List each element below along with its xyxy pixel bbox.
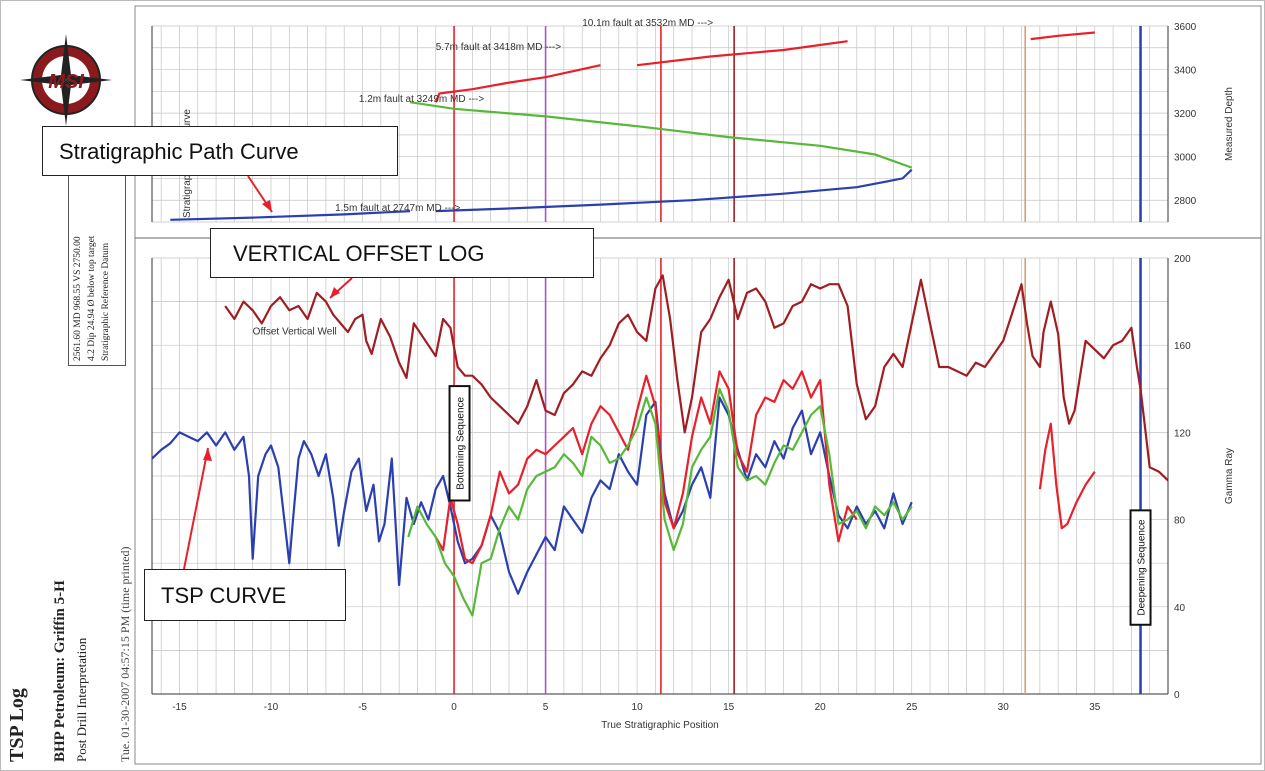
gamma-x-tick-label: -10 [264, 702, 279, 713]
callout-stratigraphic-path-curve: Stratigraphic Path Curve [42, 126, 398, 176]
gamma-x-tick-label: 30 [998, 702, 1010, 713]
fault-annotation: 1.5m fault at 2747m MD ---> [335, 203, 460, 214]
gamma-x-tick-label: 15 [723, 702, 735, 713]
sequence-label: Deepening Sequence [1129, 509, 1152, 626]
path-y-tick-label: 3400 [1174, 66, 1197, 77]
fault-annotation: 1.2m fault at 3249m MD ---> [359, 94, 484, 105]
callout-tsp-curve: TSP CURVE [144, 569, 346, 621]
gamma-x-axis-label: True Stratigraphic Position [601, 720, 718, 731]
gamma-x-tick-label: 35 [1089, 702, 1101, 713]
info-line-3: Stratigraphic Reference Datum [101, 242, 111, 361]
company-line: BHP Petroleum: Griffin 5-H [52, 580, 68, 762]
gamma-series-red [434, 370, 858, 565]
path-series-red [1030, 31, 1095, 41]
sequence-label-box [1129, 509, 1152, 626]
arrow-head [262, 200, 272, 212]
gamma-y-axis-label: Gamma Ray [1224, 448, 1235, 504]
gamma-series-red [1038, 422, 1096, 530]
sequence-label-text: Bottoming Sequence [456, 396, 467, 489]
gamma-series-green [407, 387, 913, 617]
sequence-label-box [448, 385, 471, 502]
gamma-panel: 0 40 80 120 160 200 -15 -10 -5 0 5 10 15 20 25 30 35 True… [151, 254, 1235, 731]
path-y-axis-label: Measured Depth [1224, 87, 1235, 161]
fault-annotation: 10.1m fault at 3532m MD ---> [582, 18, 713, 29]
callout-arrows [183, 175, 353, 570]
info-line-2: 4.2 Dip 24.94 Ø below top target [87, 235, 97, 361]
gamma-y-tick-label: 160 [1174, 341, 1191, 352]
sequence-label-text: Deepening Sequence [1137, 519, 1148, 616]
arrow-head [203, 448, 212, 461]
path-series-green [409, 101, 913, 169]
arrow-head [330, 287, 340, 298]
path-series-red [434, 64, 601, 103]
fault-annotation: 5.7m fault at 3418m MD ---> [436, 42, 561, 53]
reference-info-box: 2561.60 MD 968.55 VS 2750.00 4.2 Dip 24.… [68, 150, 126, 366]
path-y-tick-label: 3000 [1174, 153, 1197, 164]
print-timestamp: Tue. 01-30-2007 04:57:15 PM (time printe… [118, 546, 132, 762]
gamma-x-tick-label: 5 [543, 702, 549, 713]
gamma-x-tick-label: -15 [172, 702, 187, 713]
gamma-y-tick-label: 120 [1174, 428, 1191, 439]
log-title: TSP Log [6, 688, 28, 762]
plot-frame [134, 5, 1262, 765]
company-logo: MSI [20, 34, 112, 126]
path-series-blue [435, 168, 913, 213]
arrow-tsp-curve [183, 447, 209, 570]
sequence-label: Bottoming Sequence [448, 385, 471, 502]
path-y-tick-label: 3200 [1174, 109, 1197, 120]
gamma-series-blue [151, 396, 913, 595]
interpretation-subtitle: Post Drill Interpretation [74, 637, 89, 762]
offset-well-label: Offset Vertical Well [253, 326, 337, 337]
gamma-y-tick-label: 0 [1174, 690, 1180, 701]
gamma-y-tick-label: 40 [1174, 603, 1186, 614]
path-series-red [636, 40, 848, 67]
info-line-1: 2561.60 MD 968.55 VS 2750.00 [73, 236, 83, 361]
gamma-x-tick-label: 20 [815, 702, 827, 713]
path-y-tick-label: 2800 [1174, 196, 1197, 207]
path-y-tick-label: 3600 [1174, 22, 1197, 33]
svg-text:MSI: MSI [48, 71, 84, 93]
path-series-blue [170, 210, 411, 221]
gamma-y-tick-label: 200 [1174, 254, 1191, 265]
gamma-x-tick-label: 0 [451, 702, 457, 713]
gamma-y-tick-label: 80 [1174, 516, 1186, 527]
gamma-x-tick-label: 25 [906, 702, 918, 713]
gamma-x-tick-label: 10 [632, 702, 644, 713]
gamma-series-darkred [224, 274, 1169, 482]
gamma-x-tick-label: -5 [358, 702, 367, 713]
callout-vertical-offset-log: VERTICAL OFFSET LOG [210, 228, 594, 278]
